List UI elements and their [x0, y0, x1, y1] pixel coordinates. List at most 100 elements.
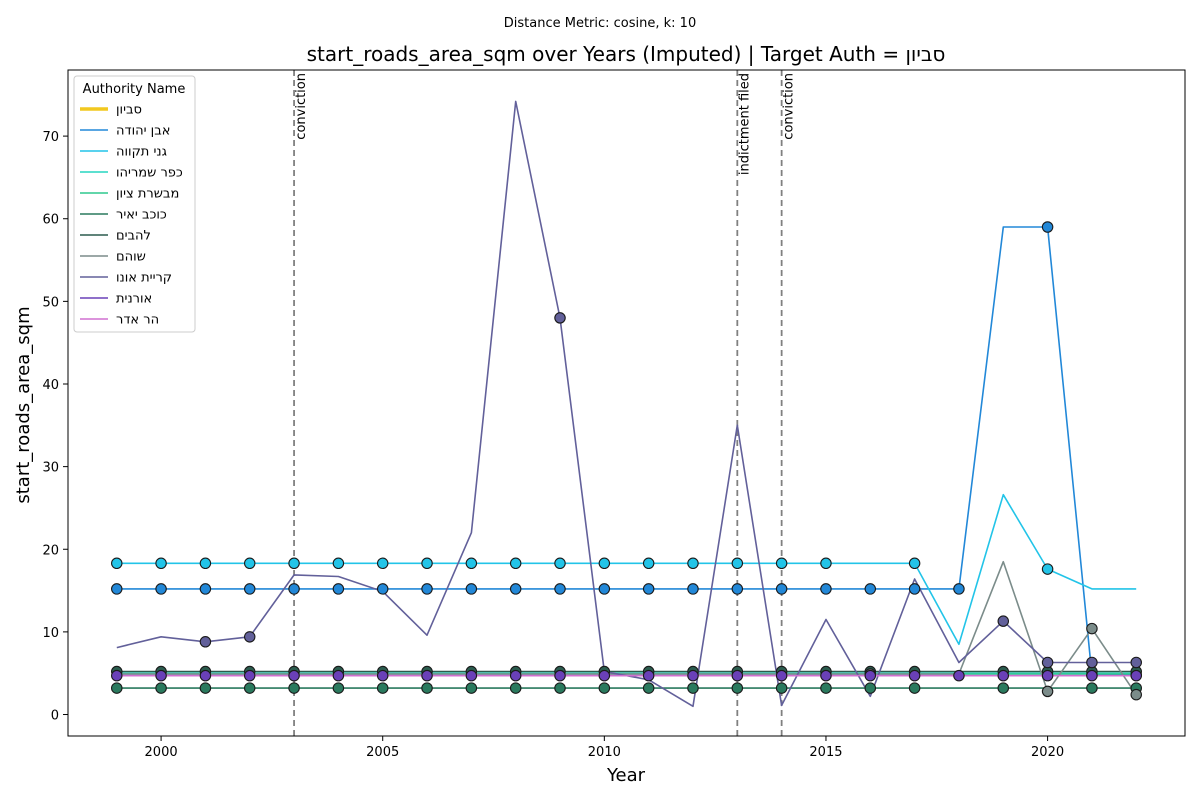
data-point — [598, 682, 611, 694]
data-point — [687, 669, 699, 682]
data-point — [731, 669, 744, 682]
event-label: conviction — [782, 73, 797, 140]
legend-title: Authority Name — [83, 82, 186, 97]
data-point — [199, 636, 212, 648]
y-tick-label: 10 — [42, 626, 59, 641]
x-tick-label: 2010 — [588, 745, 621, 760]
data-point — [332, 682, 345, 694]
data-point — [820, 669, 832, 682]
legend-label: אבן יהודה — [116, 124, 170, 139]
data-point — [642, 669, 655, 682]
y-tick-label: 20 — [42, 543, 59, 558]
y-tick-label: 50 — [42, 295, 59, 310]
data-point — [421, 557, 433, 570]
data-point — [288, 669, 300, 682]
legend-label: להבים — [116, 229, 151, 244]
data-point — [509, 583, 522, 595]
data-point — [332, 583, 345, 595]
data-point — [820, 557, 832, 570]
data-point — [243, 557, 256, 570]
data-point — [598, 583, 611, 595]
legend-label: סביון — [116, 103, 142, 118]
legend-label: שוהם — [116, 250, 146, 265]
chart-suptitle: Distance Metric: cosine, k: 10 — [504, 16, 696, 31]
data-point — [554, 682, 566, 694]
series-line — [116, 226, 1137, 676]
data-point — [376, 557, 389, 570]
data-point — [820, 583, 832, 595]
data-point — [111, 583, 123, 595]
data-point — [332, 669, 345, 682]
data-point — [465, 583, 478, 595]
legend-box — [73, 75, 196, 333]
data-point — [421, 669, 433, 682]
data-point — [111, 669, 123, 682]
data-point — [243, 631, 256, 643]
data-point — [554, 312, 566, 324]
data-point — [1041, 221, 1054, 233]
data-point — [775, 583, 788, 595]
data-point — [155, 682, 167, 694]
data-point — [1041, 563, 1054, 575]
data-point — [731, 682, 744, 694]
data-point — [554, 669, 566, 682]
data-point — [1086, 656, 1098, 669]
data-point — [155, 583, 167, 595]
data-point — [199, 682, 212, 694]
data-point — [687, 557, 699, 570]
data-point — [1086, 682, 1098, 694]
data-point — [243, 682, 256, 694]
data-point — [953, 669, 965, 682]
data-point — [908, 669, 921, 682]
data-point — [1086, 622, 1098, 635]
data-point — [864, 583, 877, 595]
y-tick-label: 70 — [42, 130, 59, 145]
legend-label: מבשרת ציון — [116, 187, 179, 202]
data-point — [111, 682, 123, 694]
data-point — [953, 583, 965, 595]
x-tick-label: 2020 — [1031, 745, 1064, 760]
data-point — [598, 557, 611, 570]
data-point — [1041, 685, 1054, 698]
data-point — [509, 669, 522, 682]
data-point — [155, 557, 167, 570]
legend: Authority Name סביון אבן יהודה גני תקווה כפר… — [73, 75, 196, 333]
data-point — [465, 557, 478, 570]
x-axis-label: Year — [606, 765, 646, 786]
data-point — [642, 583, 655, 595]
y-tick-label: 0 — [51, 709, 59, 724]
data-point — [155, 669, 167, 682]
x-tick-label: 2005 — [366, 745, 399, 760]
data-point — [421, 682, 433, 694]
data-point — [1041, 669, 1054, 682]
data-point — [465, 669, 478, 682]
plot-frame — [67, 69, 1186, 737]
data-point — [509, 682, 522, 694]
data-point — [997, 615, 1010, 627]
data-point — [421, 583, 433, 595]
data-point — [687, 682, 699, 694]
legend-label: הר אדר — [116, 313, 159, 328]
data-point — [687, 583, 699, 595]
event-label: indictment filed — [737, 73, 752, 175]
data-point — [997, 669, 1010, 682]
y-tick-label: 60 — [42, 213, 59, 228]
data-point — [642, 682, 655, 694]
x-tick-label: 2015 — [809, 745, 842, 760]
data-point — [908, 682, 921, 694]
data-point — [731, 583, 744, 595]
data-point — [1086, 669, 1098, 682]
data-point — [775, 682, 788, 694]
data-point — [775, 669, 788, 682]
series-line — [116, 100, 1137, 708]
data-point — [820, 682, 832, 694]
data-point — [775, 557, 788, 570]
chart-title: start_roads_area_sqm over Years (Imputed… — [307, 42, 946, 66]
plot-area: conviction indictment filed conviction 2000… — [42, 69, 1186, 760]
y-axis-label: start_roads_area_sqm — [13, 306, 34, 503]
data-point — [908, 557, 921, 570]
data-point — [465, 682, 478, 694]
y-tick-label: 30 — [42, 461, 59, 476]
data-point — [199, 583, 212, 595]
